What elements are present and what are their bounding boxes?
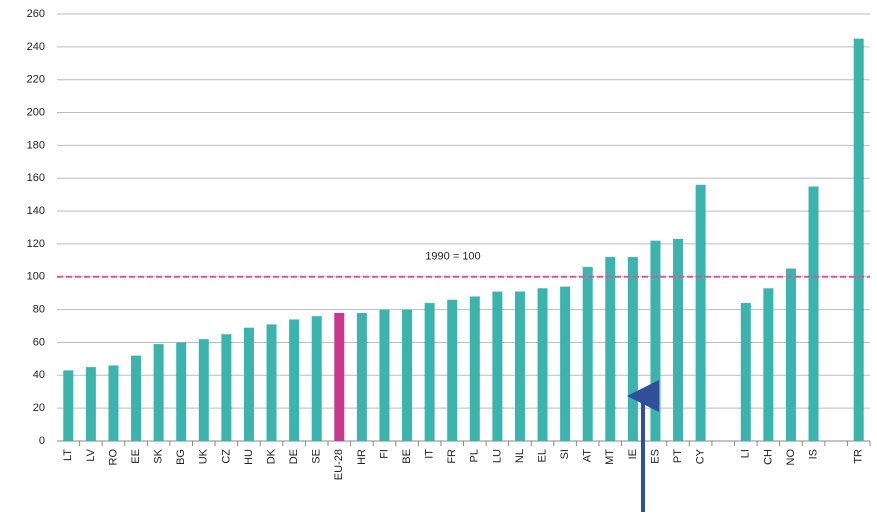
bar [560,286,571,441]
bar [153,344,164,441]
x-tick-label: DK [265,448,277,464]
bar [492,291,503,441]
bar [514,291,525,441]
x-tick-label: PT [672,449,684,463]
bar [853,38,864,442]
x-tick-label: TR [853,449,865,464]
bar [108,365,119,441]
y-tick-label: 0 [39,435,45,447]
x-tick-label: CZ [220,449,232,464]
x-tick-label: EL [536,449,548,462]
bar [763,288,774,441]
bar [221,334,232,441]
y-tick-label: 140 [27,205,45,217]
reference-label: 1990 = 100 [425,251,480,263]
bar [176,342,187,441]
x-tick-label: SK [153,448,165,463]
bar [85,367,96,441]
y-tick-label: 240 [27,41,45,53]
x-tick-label: NO [785,449,797,466]
x-tick-label: IT [424,449,436,459]
x-tick-label: ES [649,449,661,464]
plot: 0 20 40 60 80 100 120 140 160 180 200 220 240 260 LT LV… [27,8,871,480]
x-tick-label: MT [604,449,616,465]
bar [627,257,638,441]
x-tick-label: IS [807,449,819,459]
bar [379,309,390,441]
bar [740,303,751,441]
x-tick-label: LV [85,448,97,461]
bar [695,184,706,442]
x-tick-label: LT [62,449,74,461]
x-tick-label: EU-28 [333,449,345,480]
x-tick-label: BE [401,449,413,464]
bar [289,319,300,441]
x-tick-label: EE [130,449,142,464]
x-tick-label: HU [243,449,255,465]
y-tick-label: 160 [27,172,45,184]
x-tick-label: PL [469,449,481,462]
bar [605,257,616,441]
x-tick-label: FR [446,449,458,464]
x-tick-label: NL [514,449,526,463]
x-tick-label: FI [378,449,390,459]
y-tick-label: 80 [33,304,45,316]
bar [673,238,684,441]
y-tick-label: 200 [27,106,45,118]
bar [424,303,435,441]
x-tick-label: LI [740,449,752,458]
x-tick-label: HR [356,449,368,465]
y-tick-label: 20 [33,402,45,414]
bar [243,327,254,441]
y-tick-label: 120 [27,238,45,250]
y-tick-label: 260 [27,8,45,20]
x-tick-label: LU [491,449,503,463]
y-tick-label: 40 [33,369,45,381]
bar [63,370,74,441]
bar [808,186,819,441]
x-tick-label: CH [762,449,774,465]
x-tick-label: AT [582,449,594,463]
bar [447,299,458,441]
x-tick-label: DE [288,449,300,464]
x-tick-label: IE [627,449,639,459]
y-tick-label: 220 [27,74,45,86]
bar [537,288,548,441]
bar [785,268,796,441]
y-tick-label: 100 [27,271,45,283]
bar [198,339,209,441]
bar [356,312,367,441]
x-tick-label: UK [198,448,210,464]
bar [582,266,593,441]
bar [131,355,142,441]
bar [402,309,413,441]
y-tick-label: 180 [27,139,45,151]
x-tick-label: SI [559,449,571,459]
x-tick-label: BG [175,449,187,465]
bar [311,316,322,441]
x-tick-label: RO [107,449,119,466]
bar [469,296,480,441]
y-tick-label: 60 [33,336,45,348]
x-tick-label: SE [311,449,323,464]
bar [266,324,277,441]
x-tick-label: CY [695,448,707,464]
bar [650,240,661,441]
bar [334,312,345,441]
